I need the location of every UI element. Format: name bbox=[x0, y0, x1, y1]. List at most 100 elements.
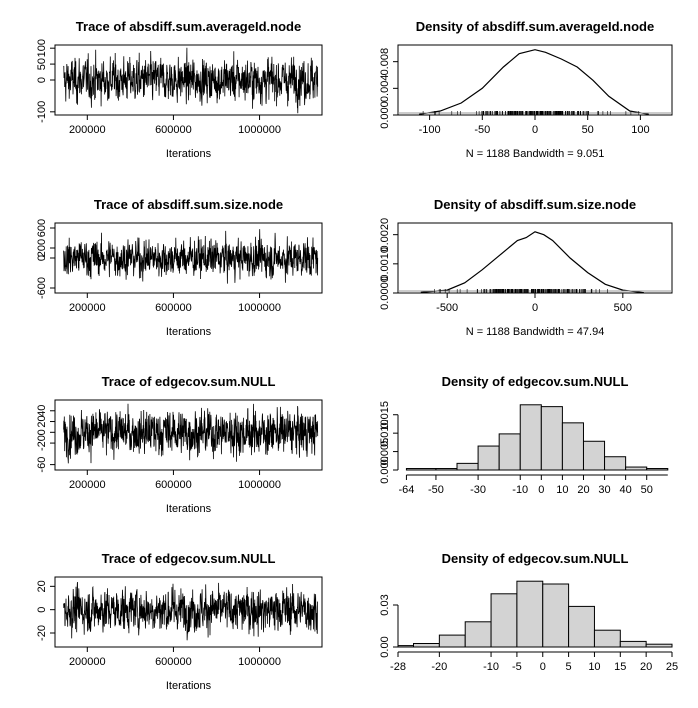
x-tick-label: 200000 bbox=[69, 124, 106, 136]
plot-frame bbox=[54, 399, 323, 471]
histogram-bar bbox=[477, 445, 500, 471]
x-tick-label: 200000 bbox=[69, 302, 106, 314]
histogram-bar bbox=[582, 440, 606, 471]
trace-line bbox=[63, 229, 319, 284]
y-tick-label: 40 bbox=[36, 405, 48, 417]
histogram-bar bbox=[397, 645, 415, 648]
y-tick-label: 0.015 bbox=[379, 401, 391, 429]
chart-title: Trace of edgecov.sum.NULL bbox=[102, 551, 276, 566]
y-tick-label: 0.0000 bbox=[379, 276, 391, 310]
y-tick-label: 0 bbox=[36, 255, 48, 261]
x-tick-label: -50 bbox=[428, 484, 444, 496]
x-tick-label: -50 bbox=[474, 124, 490, 136]
histogram-bar bbox=[604, 456, 627, 471]
x-axis-label: Iterations bbox=[166, 326, 212, 338]
x-tick-label: 0 bbox=[540, 661, 546, 673]
x-tick-label: 10 bbox=[556, 484, 568, 496]
histogram-bar bbox=[542, 583, 570, 648]
y-tick-label: 600 bbox=[36, 219, 48, 237]
y-tick-label: 0.005 bbox=[379, 438, 391, 466]
x-tick-label: -64 bbox=[398, 484, 414, 496]
x-tick-label: 600000 bbox=[155, 656, 192, 668]
x-tick-label: 0 bbox=[532, 302, 538, 314]
x-tick-label: 0 bbox=[538, 484, 544, 496]
density-footer: N = 1188 Bandwidth = 47.94 bbox=[466, 326, 605, 338]
chart-title: Trace of absdiff.sum.size.node bbox=[94, 197, 283, 212]
x-tick-label: 1000000 bbox=[238, 302, 281, 314]
x-tick-label: -500 bbox=[436, 302, 458, 314]
y-tick-label: -60 bbox=[36, 457, 48, 473]
trace-line bbox=[63, 581, 319, 641]
x-tick-label: -10 bbox=[512, 484, 528, 496]
x-tick-label: -100 bbox=[419, 124, 441, 136]
y-tick-label: 0 bbox=[36, 77, 48, 83]
x-tick-label: 30 bbox=[598, 484, 610, 496]
chart-title: Density of absdiff.sum.size.node bbox=[434, 197, 636, 212]
plot-frame bbox=[397, 44, 673, 116]
y-tick-label: -100 bbox=[36, 101, 48, 123]
y-tick-label: 0.0020 bbox=[379, 218, 391, 252]
histogram-bar bbox=[625, 466, 648, 471]
x-tick-label: 1000000 bbox=[238, 124, 281, 136]
x-tick-label: 200000 bbox=[69, 479, 106, 491]
density-footer: N = 1188 Bandwidth = 9.051 bbox=[466, 148, 605, 160]
x-tick-label: 20 bbox=[577, 484, 589, 496]
y-tick-label: 0.0010 bbox=[379, 247, 391, 281]
chart-title: Density of edgecov.sum.NULL bbox=[442, 551, 629, 566]
y-tick-label: 0.004 bbox=[379, 75, 391, 103]
histogram-bar bbox=[540, 406, 563, 471]
y-tick-label: 50 bbox=[36, 58, 48, 70]
chart-title: Density of edgecov.sum.NULL bbox=[442, 374, 629, 389]
histogram-bar bbox=[413, 643, 440, 648]
y-tick-label: 20 bbox=[36, 415, 48, 427]
x-axis-label: Iterations bbox=[166, 148, 212, 160]
y-tick-label: 0.00 bbox=[379, 636, 391, 657]
y-tick-label: 0.000 bbox=[379, 456, 391, 484]
x-tick-label: 50 bbox=[641, 484, 653, 496]
histogram-bar bbox=[516, 580, 544, 648]
x-tick-label: 500 bbox=[614, 302, 632, 314]
plot-frame bbox=[397, 222, 673, 294]
histogram-bar bbox=[519, 404, 542, 471]
trace-line bbox=[63, 403, 319, 464]
histogram-bar bbox=[645, 643, 673, 648]
y-tick-label: 0 bbox=[36, 607, 48, 613]
x-tick-label: 0 bbox=[532, 124, 538, 136]
histogram-bar bbox=[646, 468, 669, 471]
y-tick-label: 0.010 bbox=[379, 419, 391, 447]
y-tick-label: -20 bbox=[36, 625, 48, 641]
y-tick-label: -600 bbox=[36, 277, 48, 299]
x-tick-label: 50 bbox=[582, 124, 594, 136]
density-curve bbox=[420, 231, 644, 294]
x-tick-label: -30 bbox=[470, 484, 486, 496]
x-tick-label: 40 bbox=[620, 484, 632, 496]
y-tick-label: 100 bbox=[36, 39, 48, 57]
chart-title: Trace of absdiff.sum.averageId.node bbox=[76, 19, 301, 34]
x-tick-label: 200000 bbox=[69, 656, 106, 668]
x-tick-label: 10 bbox=[588, 661, 600, 673]
histogram-bar bbox=[438, 634, 466, 648]
trace-line bbox=[63, 47, 319, 114]
x-tick-label: 100 bbox=[631, 124, 649, 136]
histogram-bar bbox=[498, 433, 521, 471]
histogram-bar bbox=[593, 629, 621, 648]
x-axis-label: Iterations bbox=[166, 680, 212, 692]
histogram-bar bbox=[456, 462, 479, 471]
density-curve bbox=[419, 49, 649, 115]
chart-title: Density of absdiff.sum.averageId.node bbox=[416, 19, 654, 34]
histogram-bar bbox=[619, 640, 647, 648]
histogram-bar bbox=[568, 605, 595, 648]
x-tick-label: 600000 bbox=[155, 479, 192, 491]
chart-title: Trace of edgecov.sum.NULL bbox=[102, 374, 276, 389]
y-tick-label: 200 bbox=[36, 239, 48, 257]
x-tick-label: 1000000 bbox=[238, 479, 281, 491]
x-tick-label: 1000000 bbox=[238, 656, 281, 668]
x-tick-label: -5 bbox=[512, 661, 522, 673]
histogram-bar bbox=[405, 468, 437, 471]
histogram-bar bbox=[561, 422, 584, 471]
histogram-bar bbox=[435, 468, 458, 471]
x-tick-label: -28 bbox=[390, 661, 406, 673]
y-tick-label: 0.03 bbox=[379, 594, 391, 615]
x-tick-label: 600000 bbox=[155, 302, 192, 314]
